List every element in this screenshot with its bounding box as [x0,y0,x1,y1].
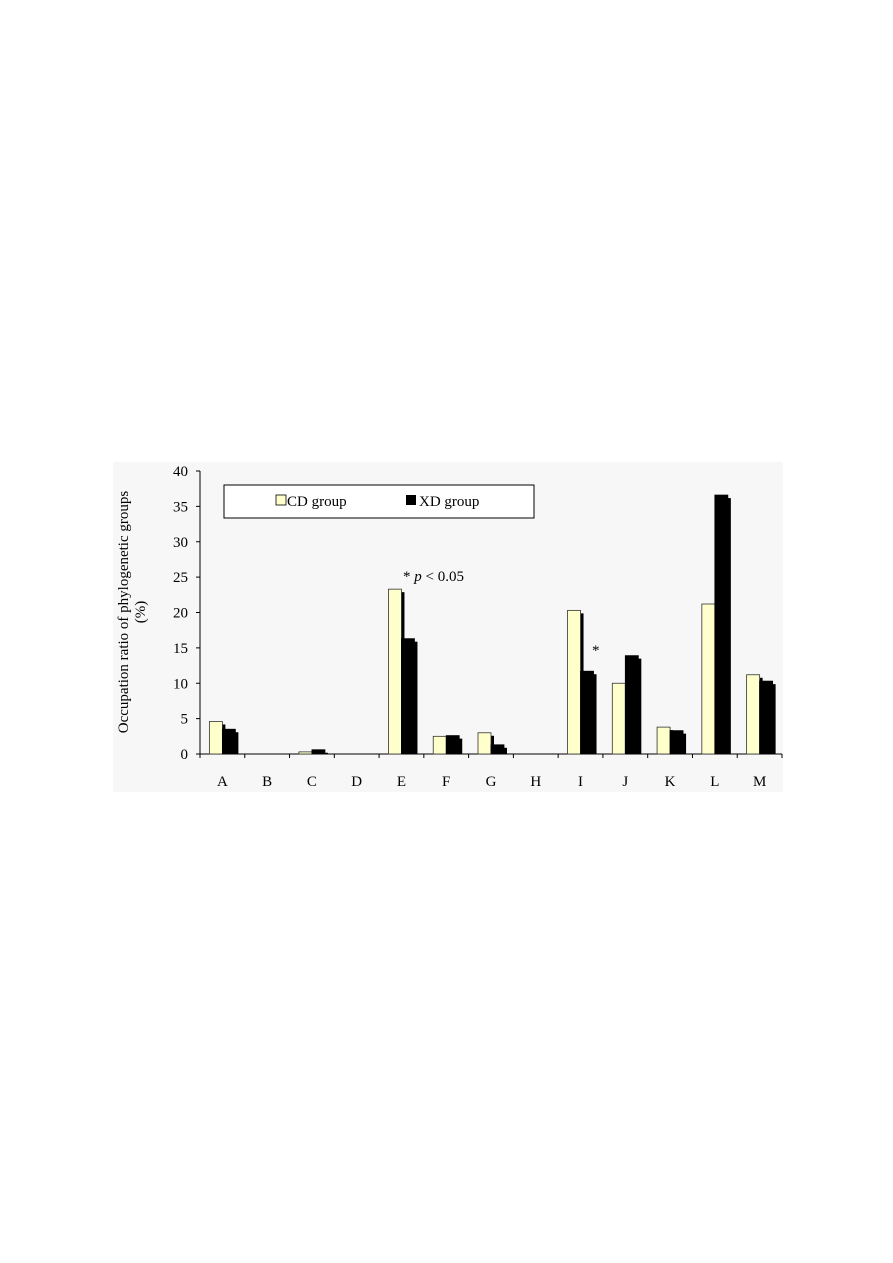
y-axis-unit: (%) [133,601,149,624]
x-tick-label: F [442,774,450,790]
y-tick-label: 40 [173,464,188,480]
x-tick-label: E [397,774,406,790]
y-axis-label: Occupation ratio of phylogenetic groups [116,491,132,734]
bar-xd-C [311,749,326,755]
y-tick-label: 5 [181,712,189,728]
bar-xd-A [221,728,236,755]
y-tick-label: 0 [181,747,189,763]
y-tick-label: 35 [173,499,188,515]
bar-cd-I [567,609,581,755]
bar-xd-F [445,735,460,755]
legend-swatch-xd [406,495,416,505]
legend-label-xd: XD group [419,494,479,510]
y-tick-label: 20 [173,606,188,622]
bar-xd-J [624,655,639,755]
bar-xd-L [714,494,729,755]
y-tick-label: 30 [173,535,188,551]
x-tick-label: A [217,774,228,790]
y-tick-label: 25 [173,570,188,586]
bar-cd-M [746,674,761,755]
bar-cd-G [477,732,492,755]
x-tick-label: D [351,774,362,790]
x-tick-label: H [530,774,541,790]
y-tick-label: 10 [173,676,188,692]
legend: CD group XD group [223,484,535,519]
bar-xd-I [580,670,594,755]
legend-label-cd: CD group [287,494,347,510]
bar-xd-M [759,680,774,755]
bar-xd-K [669,730,684,755]
bar-xd-G [490,744,505,755]
x-tick-label: I [578,774,583,790]
y-tick-label: 15 [173,641,188,657]
legend-swatch-cd [275,494,287,506]
significance-note: * p < 0.05 [403,569,464,585]
x-tick-label: L [710,774,719,790]
x-tick-label: G [486,774,497,790]
bar-cd-J [611,682,626,755]
x-tick-label: M [753,774,766,790]
bar-xd-E [401,638,415,755]
bar-cd-A [208,721,223,755]
bar-cd-L [701,603,716,755]
x-tick-label: B [262,774,272,790]
x-tick-label: K [665,774,676,790]
x-tick-label: J [622,774,628,790]
significance-star-i: * [592,643,600,659]
bar-cd-F [432,735,447,755]
y-axis-title: Occupation ratio of phylogenetic groups … [116,491,149,734]
bar-cd-K [656,726,671,755]
bar-cd-C [298,751,313,755]
bar-cd-E [388,588,402,755]
x-tick-label: C [307,774,317,790]
legend-box [223,484,535,519]
